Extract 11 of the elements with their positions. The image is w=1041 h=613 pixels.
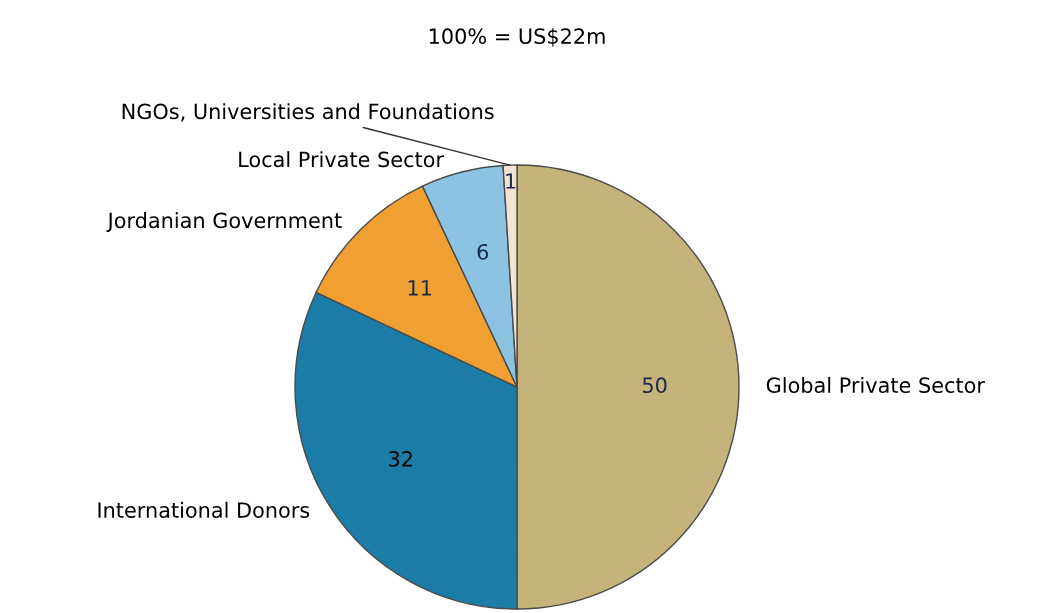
slice-label: International Donors bbox=[98, 501, 310, 518]
data-label: 11 bbox=[408, 280, 431, 296]
slice-label: Local Private Sector bbox=[239, 151, 445, 168]
slice-label: NGOs, Universities and Foundations bbox=[122, 103, 494, 122]
slice-label: Global Private Sector bbox=[766, 376, 985, 394]
slice-label: Jordanian Government bbox=[106, 212, 342, 233]
data-label: 32 bbox=[389, 451, 412, 467]
data-label: 1 bbox=[506, 173, 516, 189]
data-label: 6 bbox=[477, 243, 489, 260]
chart-title: 100% = US$22m bbox=[429, 27, 605, 47]
data-label: 50 bbox=[642, 377, 667, 394]
